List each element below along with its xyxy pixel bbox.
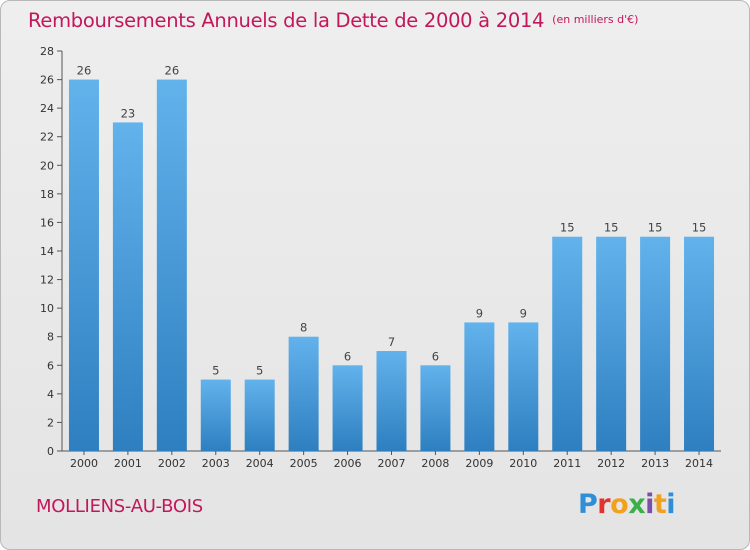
y-tick-label: 2	[47, 416, 54, 429]
logo-letter: i	[645, 489, 654, 520]
y-tick-label: 4	[47, 388, 54, 401]
bar-value-label: 15	[692, 221, 707, 235]
x-tick-label: 2008	[421, 457, 449, 470]
logo-letter: o	[610, 489, 629, 520]
bar-2000	[68, 79, 99, 452]
bar-2008	[420, 365, 451, 451]
y-tick-label: 22	[40, 131, 54, 144]
logo-letter: P	[578, 489, 598, 520]
x-tick-label: 2001	[114, 457, 142, 470]
x-tick-label: 2007	[378, 457, 406, 470]
bar-2006	[332, 365, 363, 451]
bar-value-label: 9	[520, 306, 527, 320]
logo-letter: t	[653, 489, 667, 520]
bar-value-label: 15	[560, 221, 575, 235]
logo-letter: r	[597, 489, 611, 520]
commune-name: MOLLIENS-AU-BOIS	[36, 496, 203, 517]
bar-value-label: 5	[212, 364, 219, 378]
logo-letter: x	[628, 489, 646, 520]
bar-value-label: 8	[300, 321, 307, 335]
x-tick-label: 2000	[70, 457, 98, 470]
bar-value-label: 6	[432, 349, 439, 363]
y-tick-label: 28	[40, 45, 54, 58]
bar-2005	[288, 336, 319, 451]
y-tick-label: 20	[40, 159, 54, 172]
y-tick-label: 24	[40, 102, 54, 115]
bar-value-label: 7	[388, 335, 395, 349]
x-tick-label: 2009	[465, 457, 493, 470]
x-tick-label: 2011	[553, 457, 581, 470]
x-tick-label: 2013	[641, 457, 669, 470]
x-tick-label: 2010	[509, 457, 537, 470]
logo-letter: i	[666, 489, 676, 520]
bar-2007	[376, 351, 407, 451]
y-tick-label: 0	[47, 445, 54, 458]
y-tick-label: 12	[40, 274, 54, 287]
chart-unit: (en milliers d'€)	[552, 13, 639, 26]
x-tick-label: 2003	[202, 457, 230, 470]
bar-2013	[640, 236, 671, 451]
bar-2011	[552, 236, 583, 451]
x-tick-label: 2014	[685, 457, 713, 470]
bar-value-label: 15	[604, 221, 619, 235]
y-tick-label: 8	[47, 331, 54, 344]
bar-2003	[200, 379, 231, 451]
bar-value-label: 9	[476, 306, 483, 320]
chart-title: Remboursements Annuels de la Dette de 20…	[28, 9, 638, 32]
x-tick-label: 2012	[597, 457, 625, 470]
bar-2012	[596, 236, 627, 451]
bar-value-label: 23	[121, 106, 136, 120]
bar-2010	[508, 322, 539, 451]
y-tick-label: 26	[40, 74, 54, 87]
x-tick-label: 2006	[334, 457, 362, 470]
proxiti-logo: Proxiti	[578, 489, 676, 520]
bar-2009	[464, 322, 495, 451]
x-tick-label: 2005	[290, 457, 318, 470]
y-tick-label: 10	[40, 302, 54, 315]
bar-2001	[112, 122, 143, 451]
bar-value-label: 5	[256, 364, 263, 378]
bar-2002	[156, 79, 187, 452]
y-tick-label: 14	[40, 245, 54, 258]
bar-value-label: 6	[344, 349, 351, 363]
x-tick-label: 2004	[246, 457, 274, 470]
bar-2014	[684, 236, 715, 451]
bar-value-label: 26	[77, 64, 92, 78]
y-tick-label: 18	[40, 188, 54, 201]
y-tick-label: 16	[40, 216, 54, 229]
x-tick-label: 2002	[158, 457, 186, 470]
chart-title-text: Remboursements Annuels de la Dette de 20…	[28, 9, 545, 32]
bar-value-label: 26	[165, 64, 180, 78]
bar-2004	[244, 379, 275, 451]
bar-value-label: 15	[648, 221, 663, 235]
y-tick-label: 6	[47, 359, 54, 372]
